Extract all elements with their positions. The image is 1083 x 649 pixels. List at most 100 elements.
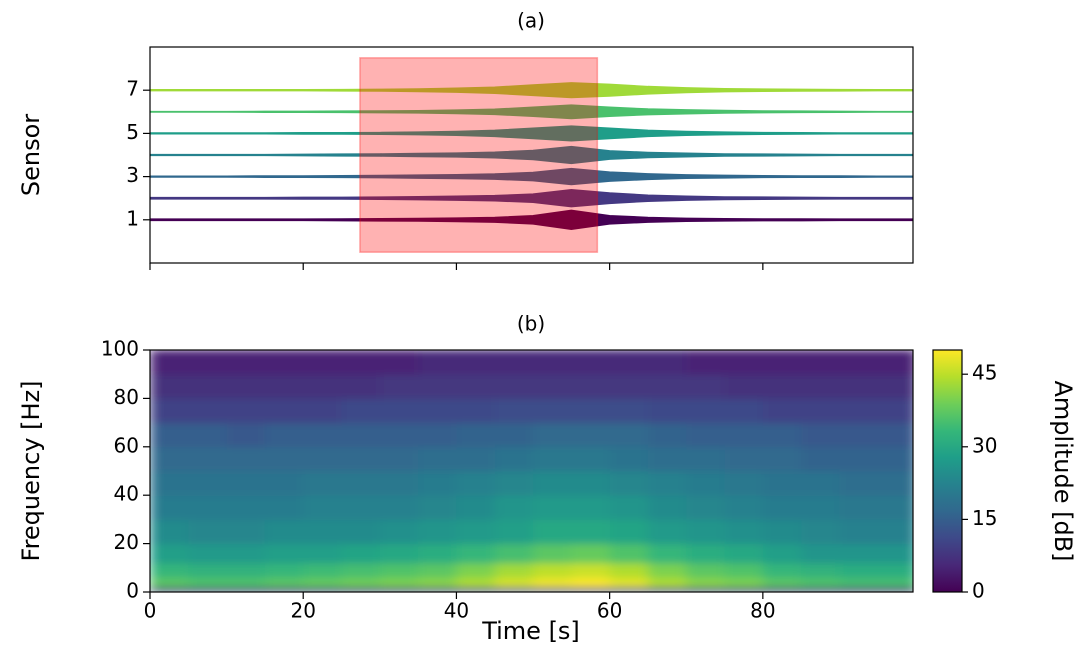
heatmap-cells	[150, 350, 913, 592]
y-tick-label: 80	[114, 385, 139, 409]
heatmap-cell	[226, 577, 266, 588]
heatmap-cell	[150, 398, 189, 424]
y-tick-label: 40	[114, 482, 139, 506]
heatmap-cell	[303, 374, 343, 399]
heatmap-cell	[341, 374, 381, 399]
heatmap-cell	[303, 577, 343, 588]
colorbar-tick-label: 0	[972, 579, 985, 603]
heatmap-cell	[724, 471, 764, 496]
heatmap-cell	[762, 374, 802, 399]
heatmap-cell	[303, 587, 343, 592]
heatmap-cell	[418, 562, 457, 578]
heatmap-cell	[877, 350, 913, 375]
heatmap-cell	[762, 495, 802, 520]
trace	[150, 167, 913, 186]
heatmap-cell	[571, 495, 611, 520]
heatmap-cell	[801, 543, 840, 564]
heatmap-cell	[226, 587, 266, 592]
heatmap-cell	[877, 398, 913, 424]
trace	[150, 145, 913, 165]
heatmap-cell	[647, 587, 687, 592]
y-tick-label: 60	[114, 433, 139, 457]
heatmap-cell	[571, 519, 611, 545]
heatmap-cell	[379, 519, 419, 545]
heatmap-cell	[379, 374, 419, 399]
heatmap-cell	[494, 350, 534, 375]
heatmap-cell	[533, 398, 572, 424]
heatmap-cell	[724, 587, 764, 592]
heatmap-cell	[609, 398, 649, 424]
heatmap-cell	[762, 398, 802, 424]
heatmap-cell	[724, 398, 764, 424]
heatmap-cell	[418, 422, 457, 448]
heatmap-cell	[609, 587, 649, 592]
heatmap-cell	[264, 543, 304, 564]
heatmap-cell	[877, 543, 913, 564]
heatmap-cell	[494, 543, 534, 564]
heatmap-cell	[686, 587, 726, 592]
heatmap-cell	[533, 446, 572, 472]
heatmap-cell	[456, 471, 496, 496]
heatmap-cell	[456, 495, 496, 520]
heatmap-cell	[226, 543, 266, 564]
heatmap-cell	[456, 374, 496, 399]
heatmap-cell	[226, 398, 266, 424]
heatmap-cell	[762, 350, 802, 375]
heatmap-cell	[226, 350, 266, 375]
heatmap-cell	[571, 446, 611, 472]
heatmap-cell	[724, 577, 764, 588]
heatmap-cell	[264, 446, 304, 472]
y-tick-label: 7	[126, 77, 139, 101]
heatmap-cell	[379, 350, 419, 375]
heatmap-cell	[188, 562, 228, 578]
heatmap-cell	[724, 543, 764, 564]
heatmap-cell	[418, 495, 457, 520]
heatmap-cell	[150, 519, 189, 545]
heatmap-cell	[609, 350, 649, 375]
heatmap-cell	[418, 543, 457, 564]
heatmap-cell	[686, 495, 726, 520]
heatmap-cell	[303, 471, 343, 496]
heatmap-cell	[494, 422, 534, 448]
heatmap-cell	[188, 587, 228, 592]
heatmap-cell	[839, 422, 879, 448]
heatmap-cell	[609, 562, 649, 578]
heatmap-cell	[303, 350, 343, 375]
heatmap-cell	[801, 471, 840, 496]
heatmap-cell	[762, 422, 802, 448]
heatmap-cell	[609, 446, 649, 472]
heatmap-cell	[494, 577, 534, 588]
heatmap-cell	[303, 519, 343, 545]
heatmap-cell	[264, 398, 304, 424]
heatmap-cell	[686, 398, 726, 424]
heatmap-cell	[877, 422, 913, 448]
axes: 1 3 5 7 0 20 40 60 80 0 20 40 60 80 100 0 15 30 45	[101, 46, 997, 623]
heatmap-cell	[341, 587, 381, 592]
heatmap-cell	[762, 519, 802, 545]
heatmap-cell	[456, 519, 496, 545]
heatmap-cell	[647, 350, 687, 375]
heatmap-cell	[494, 587, 534, 592]
heatmap-cell	[647, 446, 687, 472]
heatmap-cell	[341, 398, 381, 424]
trace	[150, 104, 913, 120]
heatmap-cell	[418, 577, 457, 588]
heatmap-cell	[379, 422, 419, 448]
heatmap-cell	[494, 519, 534, 545]
heatmap-cell	[571, 587, 611, 592]
heatmap-cell	[188, 471, 228, 496]
heatmap-cell	[341, 446, 381, 472]
heatmap-cell	[379, 562, 419, 578]
heatmap-cell	[801, 587, 840, 592]
heatmap-cell	[839, 398, 879, 424]
heatmap-cell	[839, 577, 879, 588]
heatmap-cell	[341, 577, 381, 588]
waveform-area	[150, 57, 913, 253]
heatmap-cell	[341, 350, 381, 375]
heatmap-cell	[686, 350, 726, 375]
heatmap-cell	[647, 562, 687, 578]
heatmap-cell	[341, 471, 381, 496]
heatmap-cell	[686, 562, 726, 578]
heatmap-cell	[724, 374, 764, 399]
